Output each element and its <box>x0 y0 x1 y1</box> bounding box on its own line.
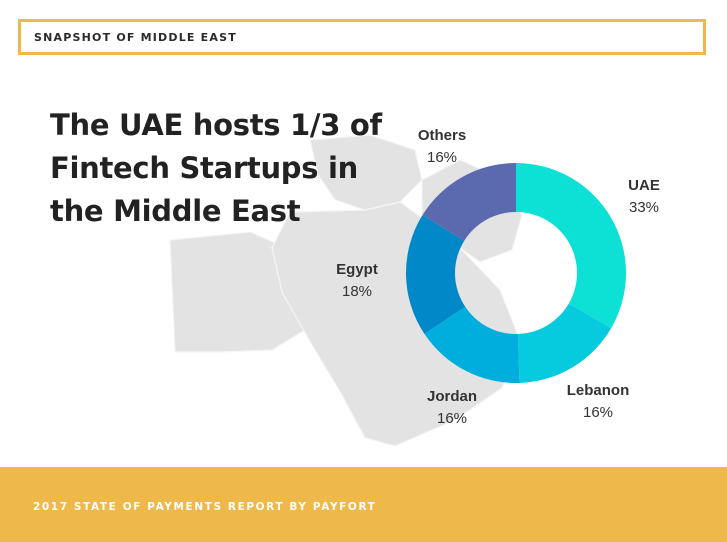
slice-value-uae: 33% <box>629 199 659 216</box>
headline: The UAE hosts 1/3 of Fintech Startups in… <box>50 108 382 228</box>
slice-label-uae: UAE <box>628 177 660 194</box>
slice-label-egypt: Egypt <box>336 261 378 278</box>
donut-slice-jordan <box>424 306 520 383</box>
map-region-arabia <box>271 201 523 447</box>
footer-bar: 2017 STATE OF PAYMENTS REPORT BY PAYFORT <box>0 467 727 542</box>
slice-value-egypt: 18% <box>342 283 372 300</box>
donut-slice-others <box>422 163 516 241</box>
footer-text: 2017 STATE OF PAYMENTS REPORT BY PAYFORT <box>33 501 377 513</box>
middle-east-map <box>169 134 523 447</box>
slice-value-lebanon: 16% <box>583 404 613 421</box>
slice-value-others: 16% <box>427 149 457 166</box>
slice-value-jordan: 16% <box>437 410 467 427</box>
slice-label-others: Others <box>418 127 466 144</box>
slice-label-jordan: Jordan <box>427 388 477 405</box>
slice-label-lebanon: Lebanon <box>567 382 630 399</box>
header-box: SNAPSHOT OF MIDDLE EAST <box>18 19 706 55</box>
donut-slice-lebanon <box>517 303 612 383</box>
donut-slice-uae <box>516 163 626 328</box>
donut-slice-egypt <box>406 215 466 334</box>
header-title: SNAPSHOT OF MIDDLE EAST <box>34 30 237 44</box>
